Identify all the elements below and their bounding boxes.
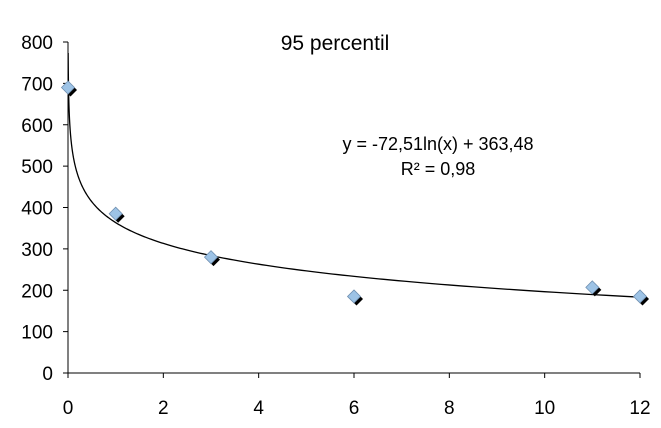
data-point — [585, 280, 602, 297]
data-point — [346, 289, 363, 306]
data-point-marker — [632, 289, 648, 304]
trendline-layer — [67, 52, 641, 298]
data-point-marker — [585, 280, 600, 295]
x-tick-label: 10 — [534, 398, 555, 419]
data-point — [203, 250, 220, 267]
trendline — [67, 52, 641, 298]
data-point — [108, 206, 125, 223]
y-tick-label: 700 — [21, 74, 53, 95]
data-point — [632, 289, 649, 306]
trendline-r2: R² = 0,98 — [401, 159, 476, 179]
data-point-marker — [346, 289, 362, 304]
data-point-marker — [203, 250, 219, 265]
trendline-equation: y = -72,51ln(x) + 363,48 — [342, 134, 533, 154]
x-tick-label: 12 — [629, 398, 650, 419]
chart-title: 95 percentil — [281, 32, 390, 55]
x-tick-label: 4 — [253, 398, 264, 419]
data-point — [60, 80, 77, 97]
x-tick-label: 0 — [63, 398, 74, 419]
x-tick-label: 8 — [444, 398, 455, 419]
y-tick-label: 400 — [21, 199, 53, 220]
data-point-marker — [108, 206, 123, 221]
y-tick-label: 0 — [42, 364, 53, 385]
x-tick-label: 2 — [158, 398, 169, 419]
data-points — [60, 80, 649, 306]
y-tick-label: 300 — [21, 240, 53, 261]
x-tick-label: 6 — [349, 398, 360, 419]
y-tick-label: 800 — [21, 33, 53, 54]
y-tick-label: 500 — [21, 157, 53, 178]
data-point-marker — [60, 80, 76, 95]
tick-marks — [63, 41, 641, 378]
axes — [67, 42, 640, 374]
y-tick-label: 600 — [21, 116, 53, 137]
y-tick-label: 100 — [21, 323, 53, 344]
y-tick-label: 200 — [21, 281, 53, 302]
